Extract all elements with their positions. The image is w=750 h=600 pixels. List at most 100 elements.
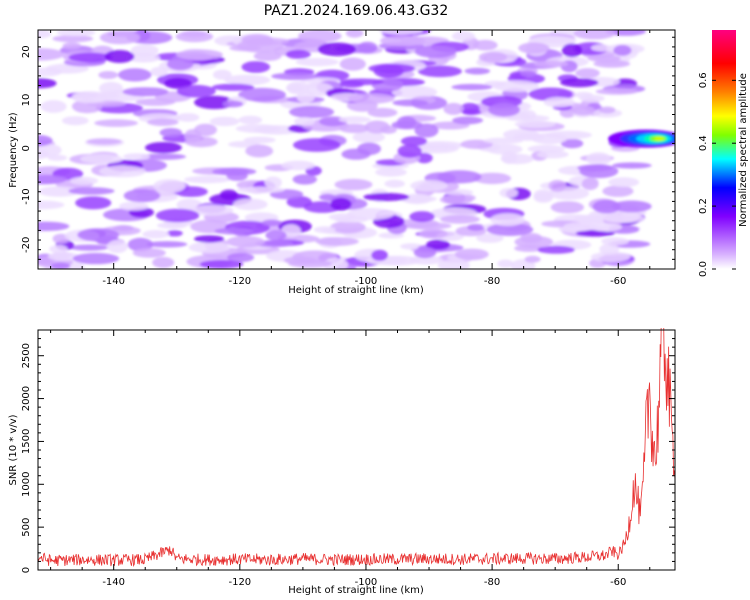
noise-blob	[499, 188, 518, 198]
noise-blob	[380, 125, 397, 134]
noise-blob	[560, 78, 599, 88]
noise-blob	[400, 136, 428, 147]
noise-blob	[61, 116, 89, 126]
y-tick-label: 2000	[21, 386, 32, 411]
noise-blob	[281, 160, 316, 171]
noise-blob	[599, 243, 620, 255]
noise-blob	[94, 119, 138, 127]
noise-blob	[227, 252, 255, 263]
noise-blob	[253, 51, 282, 61]
noise-blob	[472, 39, 498, 51]
noise-blob	[271, 72, 320, 81]
noise-blob	[176, 113, 200, 122]
y-tick-label: 0	[21, 145, 32, 151]
noise-blob	[586, 152, 612, 166]
noise-blob	[313, 226, 336, 234]
noise-blob	[418, 228, 448, 239]
noise-blob	[357, 142, 381, 156]
noise-blob	[146, 241, 188, 248]
noise-blob	[75, 196, 112, 210]
noise-blob	[440, 214, 480, 224]
noise-blob	[69, 244, 109, 251]
noise-blob	[545, 130, 592, 140]
noise-blob	[486, 223, 534, 237]
noise-blob	[352, 131, 385, 143]
noise-blob	[211, 83, 255, 91]
noise-blob	[483, 137, 524, 144]
noise-blob	[238, 87, 286, 102]
noise-blob	[71, 91, 109, 104]
y-tick-label: 2500	[21, 343, 32, 368]
noise-blob	[461, 109, 482, 116]
y-tick-label: -20	[21, 237, 32, 253]
noise-blob	[506, 114, 550, 122]
signal-peak	[608, 129, 675, 148]
noise-blob	[38, 48, 65, 61]
noise-blob	[608, 177, 640, 188]
noise-blob	[520, 232, 543, 244]
noise-blob	[339, 57, 366, 71]
noise-blob	[40, 100, 67, 113]
noise-blob	[605, 30, 646, 36]
noise-blob	[213, 69, 232, 80]
x-tick-label: -100	[355, 577, 378, 588]
noise-blob	[285, 49, 311, 60]
noise-blob	[415, 152, 433, 164]
noise-blob	[56, 30, 96, 37]
noise-blob	[123, 189, 161, 203]
noise-blob	[588, 222, 623, 232]
noise-blob	[286, 196, 312, 208]
peak-contour	[654, 136, 665, 141]
noise-blob	[238, 115, 263, 125]
x-tick-label: -100	[355, 276, 378, 287]
noise-blob	[264, 176, 282, 189]
colorbar-tick-label: 0.6	[698, 72, 709, 88]
snr-panel: -140 -120 -100 -80 -60 0 500 1000 1500 2000 2500	[21, 328, 676, 588]
noise-blob	[38, 67, 63, 77]
noise-blob	[236, 186, 285, 194]
noise-blob	[357, 41, 378, 54]
noise-blob	[368, 63, 416, 74]
noise-blob	[451, 83, 493, 91]
x-tick-label: -60	[610, 577, 626, 588]
noise-blob	[524, 255, 541, 263]
noise-blob	[245, 144, 274, 158]
noise-blob	[176, 84, 216, 98]
noise-blob	[380, 35, 426, 47]
spectrogram-y-label: Frequency (Hz)	[8, 112, 19, 188]
noise-blob	[298, 30, 342, 43]
noise-blob	[588, 210, 606, 223]
noise-blob	[561, 43, 583, 58]
noise-blob	[595, 88, 638, 95]
noise-blob	[579, 94, 605, 103]
y-tick-label: 20	[21, 45, 32, 58]
noise-blob	[142, 230, 170, 239]
noise-blob	[476, 233, 504, 243]
noise-blob	[519, 70, 536, 77]
noise-blob	[514, 120, 556, 128]
y-tick-label: 0	[21, 567, 32, 573]
noise-blob	[104, 50, 135, 63]
noise-blob	[488, 102, 521, 117]
colorbar-tick-label: 0.0	[698, 261, 709, 277]
noise-blob	[293, 138, 341, 152]
y-tick-label: 10	[21, 94, 32, 107]
noise-blob	[98, 71, 118, 79]
colorbar: 0.0 0.2 0.4 0.6	[698, 30, 736, 277]
noise-blob	[106, 239, 128, 254]
noise-blob	[396, 116, 417, 129]
noise-blob	[392, 99, 429, 107]
spectrogram-x-label: Height of straight line (km)	[288, 285, 424, 296]
noise-blob	[38, 174, 67, 184]
noise-blob	[575, 68, 600, 79]
noise-blob	[593, 60, 631, 68]
noise-blob	[397, 144, 422, 158]
noise-blob	[289, 105, 335, 119]
noise-blob	[599, 106, 616, 114]
noise-blob	[199, 260, 244, 269]
noise-blob	[157, 222, 187, 229]
spectrogram-panel	[38, 30, 675, 269]
noise-blob	[224, 74, 271, 86]
noise-blob	[153, 179, 186, 194]
